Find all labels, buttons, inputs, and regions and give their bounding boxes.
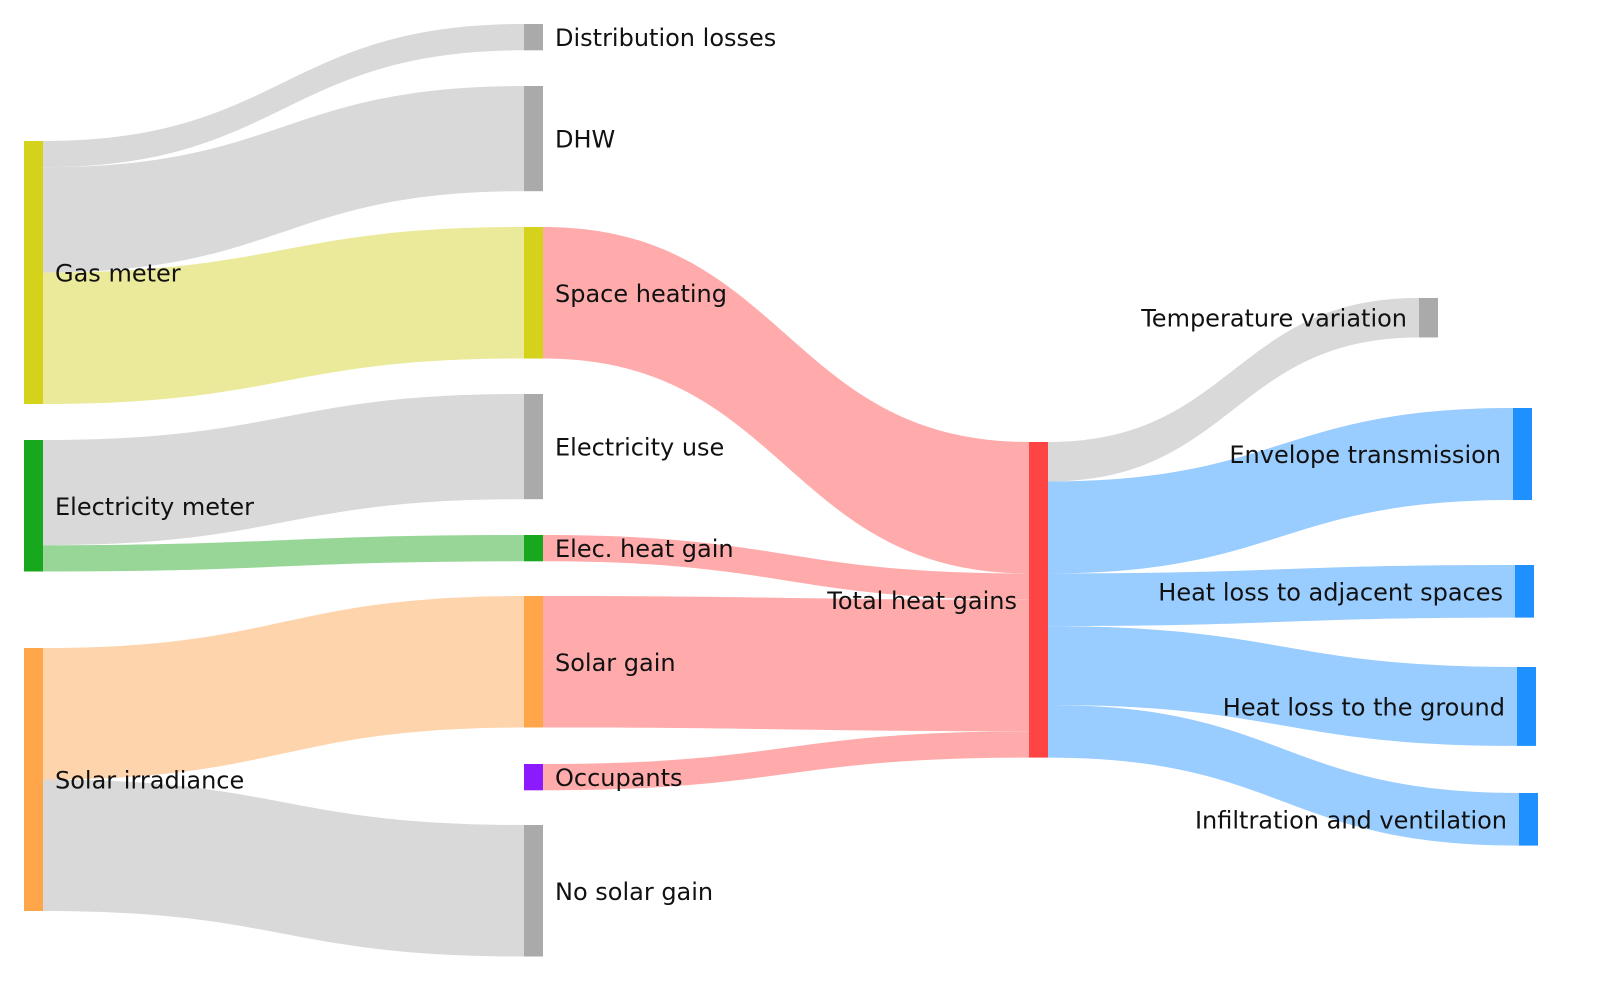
link-solar-to-nosolar[interactable] <box>43 779 524 957</box>
node-occ[interactable] <box>524 764 543 791</box>
link-total-to-adj[interactable] <box>1048 565 1515 627</box>
node-elecgain[interactable] <box>524 535 543 562</box>
node-env[interactable] <box>1513 408 1532 501</box>
link-total-to-tempvar[interactable] <box>1048 298 1419 482</box>
node-label-solargain: Solar gain <box>555 649 676 677</box>
node-tempvar[interactable] <box>1419 298 1438 338</box>
node-label-nosolar: No solar gain <box>555 878 713 906</box>
node-label-solar: Solar irradiance <box>55 767 244 795</box>
node-dhw[interactable] <box>524 86 543 192</box>
node-label-elec: Electricity meter <box>55 493 254 521</box>
sankey-labels: Gas meter Electricity meter Solar irradian… <box>55 24 1507 906</box>
link-solar-to-solargain[interactable] <box>43 596 524 780</box>
node-solar[interactable] <box>24 648 43 911</box>
sankey-links <box>43 24 1519 957</box>
node-solargain[interactable] <box>524 596 543 728</box>
node-label-total: Total heat gains <box>826 587 1017 615</box>
link-occ-to-total[interactable] <box>543 731 1029 791</box>
node-label-gas: Gas meter <box>55 260 181 288</box>
node-label-adj: Heat loss to adjacent spaces <box>1158 578 1503 606</box>
link-total-to-ground[interactable] <box>1048 626 1517 746</box>
link-elecgain-to-total[interactable] <box>543 535 1029 600</box>
node-elecuse[interactable] <box>524 394 543 500</box>
node-label-env: Envelope transmission <box>1229 441 1501 469</box>
node-adj[interactable] <box>1515 565 1534 618</box>
link-total-to-env[interactable] <box>1048 408 1513 574</box>
node-gas[interactable] <box>24 141 43 404</box>
link-total-to-infil[interactable] <box>1048 705 1519 846</box>
node-dist[interactable] <box>524 24 543 51</box>
node-label-tempvar: Temperature variation <box>1140 305 1407 333</box>
link-elec-to-elecuse[interactable] <box>43 394 524 546</box>
link-elec-to-elecgain[interactable] <box>43 535 524 572</box>
node-elec[interactable] <box>24 440 43 572</box>
node-label-dhw: DHW <box>555 126 615 154</box>
node-nosolar[interactable] <box>524 825 543 957</box>
node-label-occ: Occupants <box>555 764 683 792</box>
node-label-elecgain: Elec. heat gain <box>555 535 734 563</box>
node-ground[interactable] <box>1517 667 1536 746</box>
link-gas-to-dhw[interactable] <box>43 86 524 273</box>
link-gas-to-dist[interactable] <box>43 24 524 168</box>
node-label-elecuse: Electricity use <box>555 434 724 462</box>
node-label-space: Space heating <box>555 280 727 308</box>
node-label-ground: Heat loss to the ground <box>1223 693 1505 721</box>
node-label-dist: Distribution losses <box>555 24 776 52</box>
link-solargain-to-total[interactable] <box>543 596 1029 732</box>
node-total[interactable] <box>1029 442 1048 758</box>
link-gas-to-space[interactable] <box>43 227 524 404</box>
node-label-infil: Infiltration and ventilation <box>1195 806 1507 834</box>
sankey-nodes <box>24 24 1538 957</box>
node-infil[interactable] <box>1519 793 1538 846</box>
node-space[interactable] <box>524 227 543 359</box>
link-space-to-total[interactable] <box>543 227 1029 574</box>
